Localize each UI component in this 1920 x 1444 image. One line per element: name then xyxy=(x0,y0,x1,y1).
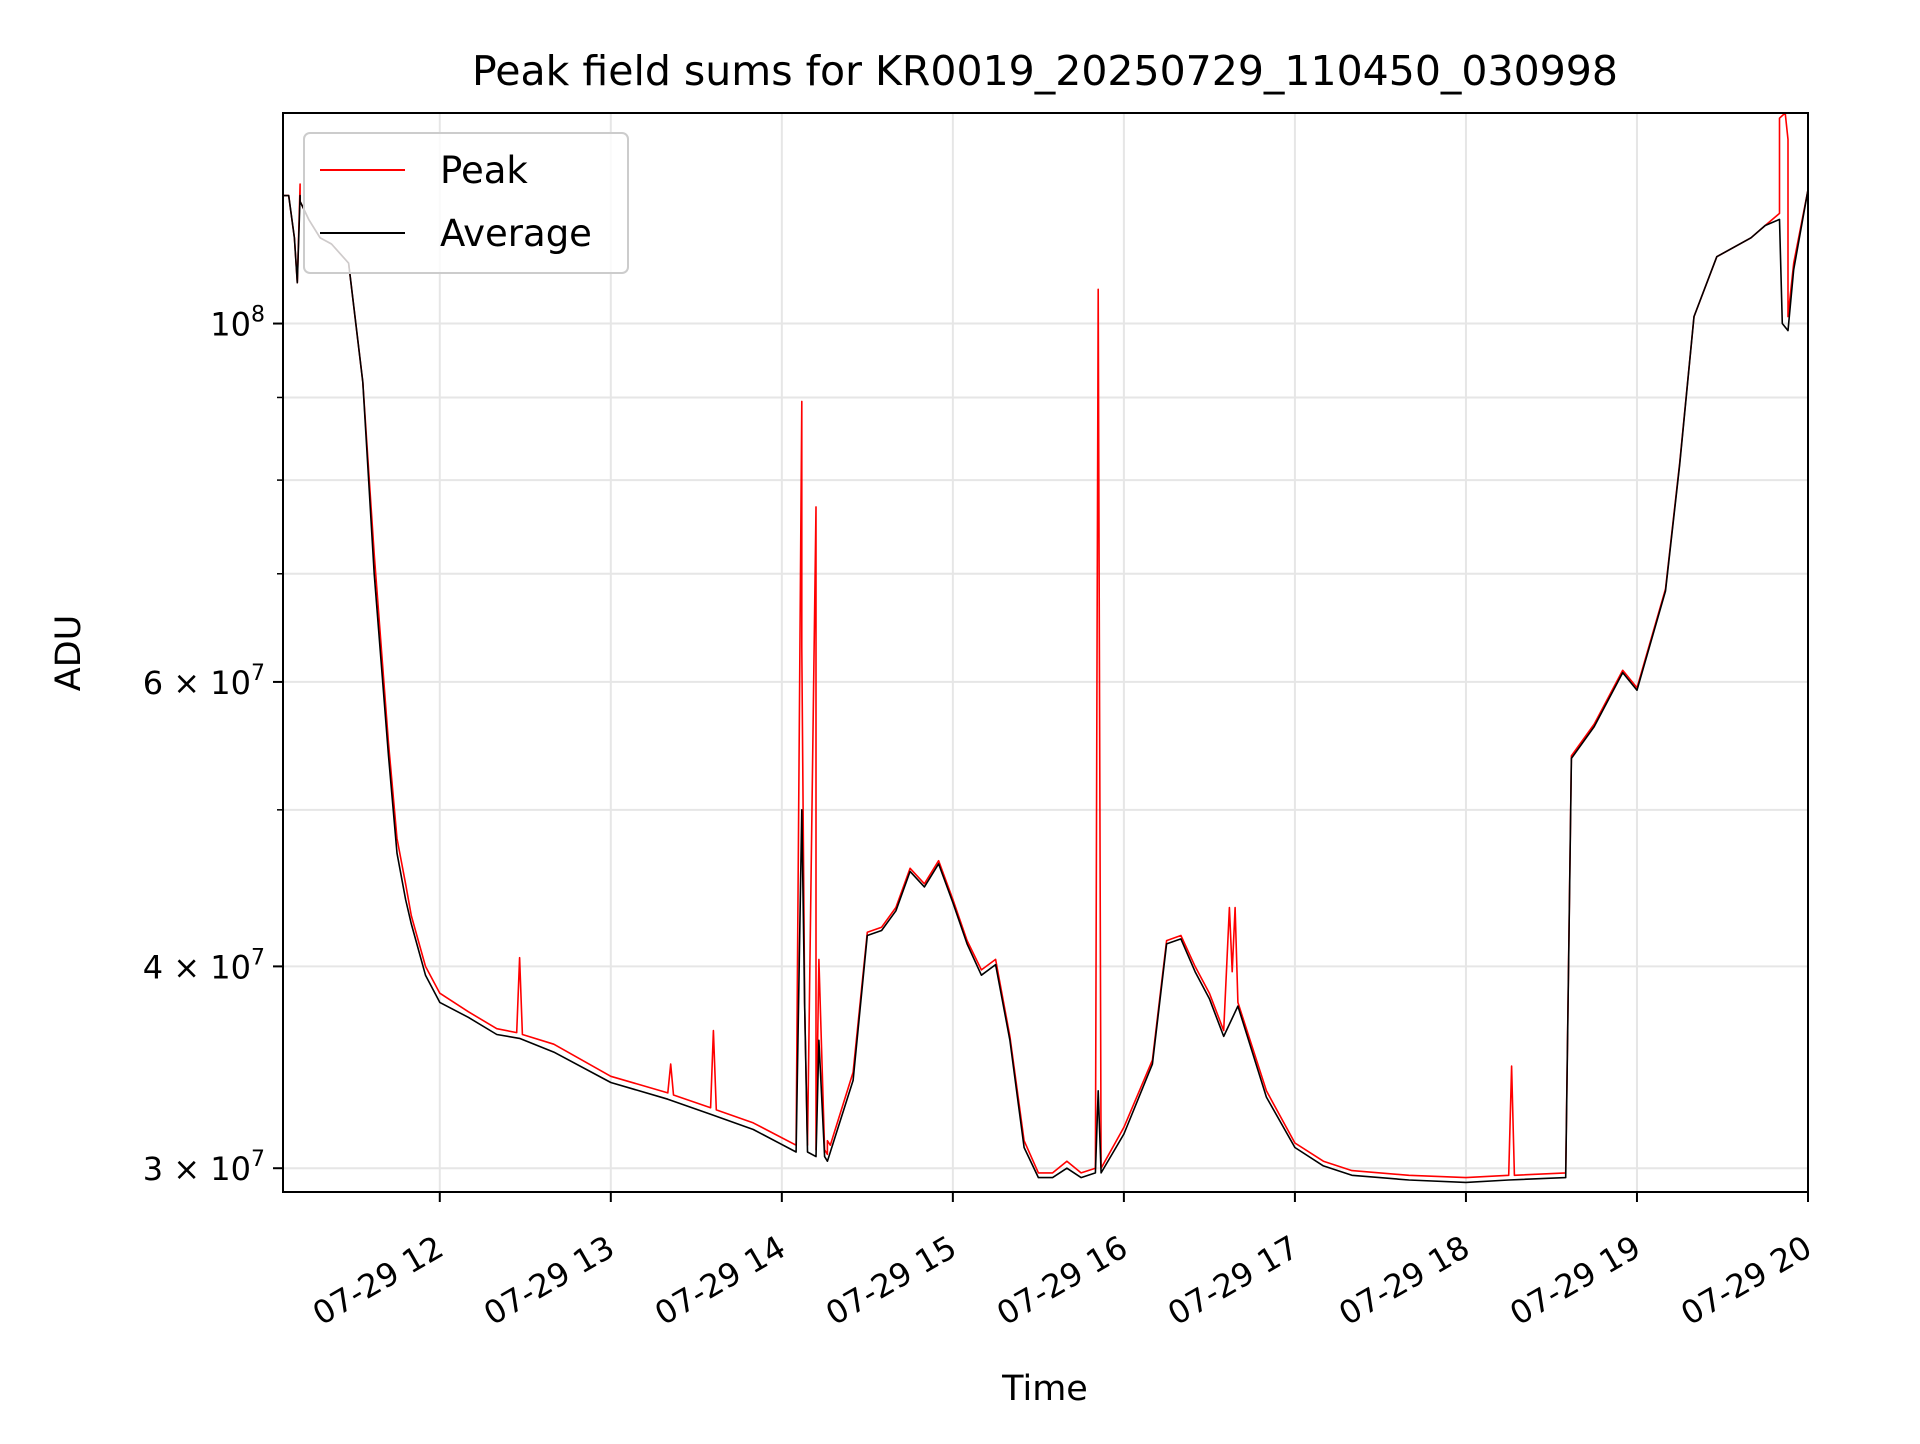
series-line-average xyxy=(283,189,1809,1184)
x-axis-label: Time xyxy=(1001,1369,1088,1409)
legend-label-average: Average xyxy=(440,212,592,255)
chart-title: Peak field sums for KR0019_20250729_1104… xyxy=(472,47,1618,95)
y-tick-label: 3 × 107 xyxy=(143,1147,265,1188)
series-line-peak xyxy=(283,112,1809,1179)
legend-label-peak: Peak xyxy=(440,149,528,192)
series-layer xyxy=(283,112,1809,1184)
legend: Peak Average xyxy=(303,132,629,274)
legend-box xyxy=(303,132,629,274)
grid xyxy=(283,113,1809,1192)
y-tick-label: 6 × 107 xyxy=(143,661,265,702)
plot-frame xyxy=(282,112,1809,1193)
y-tick-label: 108 xyxy=(210,303,265,344)
y-axis-label: ADU xyxy=(49,615,89,692)
y-tick-label: 4 × 107 xyxy=(143,945,265,986)
